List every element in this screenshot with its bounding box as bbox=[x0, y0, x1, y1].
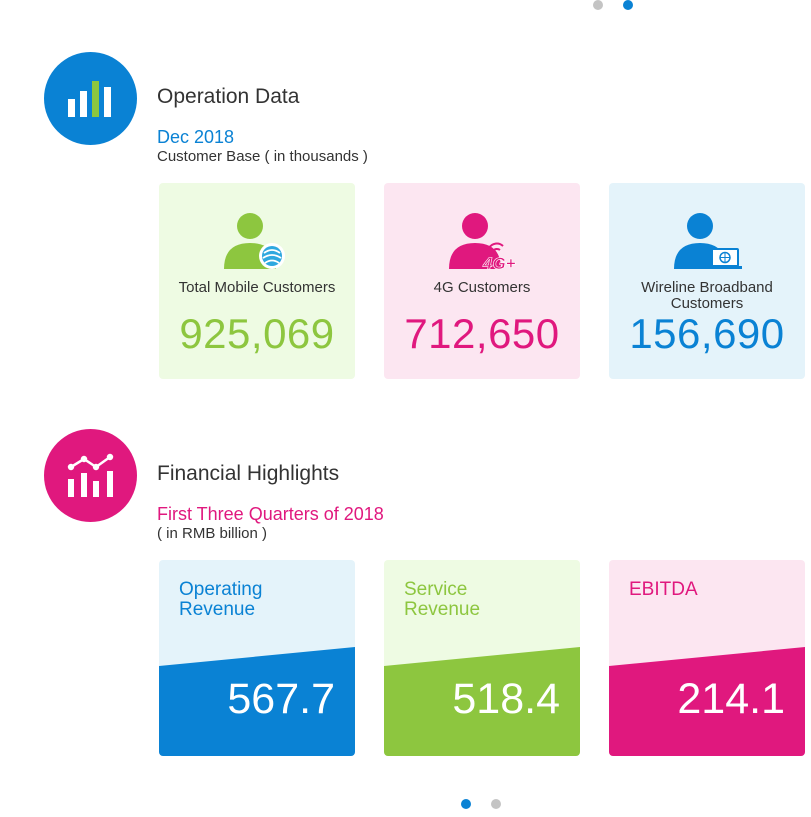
financial-unit: ( in RMB billion ) bbox=[157, 525, 268, 542]
value-band bbox=[159, 647, 355, 756]
card-value: 518.4 bbox=[452, 675, 560, 723]
financial-highlights-icon bbox=[44, 429, 137, 522]
operation-period: Dec 2018 bbox=[157, 127, 235, 147]
carousel-dot-top-2[interactable] bbox=[623, 0, 633, 10]
operation-data-icon bbox=[44, 52, 137, 145]
bar-chart-icon bbox=[67, 80, 111, 117]
card-value: 156,690 bbox=[629, 310, 785, 357]
financial-period: First Three Quarters of 2018 bbox=[157, 504, 384, 524]
service-revenue-card: Service Revenue 518.4 bbox=[384, 560, 580, 756]
card-label: EBITDA bbox=[629, 579, 698, 600]
card-label: 4G Customers bbox=[433, 279, 531, 296]
card-label: Total Mobile Customers bbox=[178, 279, 336, 296]
card-value: 567.7 bbox=[227, 675, 335, 723]
wireline-broadband-customers-card: Wireline Broadband Customers 156,690 bbox=[609, 183, 805, 379]
4g-customer-icon: 4G+ bbox=[449, 213, 516, 271]
total-mobile-customers-card: Total Mobile Customers 925,069 bbox=[159, 183, 355, 379]
card-label: Service Revenue bbox=[404, 579, 481, 620]
card-value: 925,069 bbox=[179, 310, 335, 357]
4g-customers-card: 4G+ 4G Customers 712,650 bbox=[384, 183, 580, 379]
mobile-customer-icon bbox=[224, 213, 285, 269]
4g-badge-text: 4G+ bbox=[482, 254, 516, 271]
value-band bbox=[609, 647, 805, 756]
card-value: 214.1 bbox=[677, 675, 785, 723]
broadband-customer-icon bbox=[674, 213, 742, 269]
operation-data-title: Operation Data bbox=[157, 85, 300, 108]
carousel-dot-bottom-1[interactable] bbox=[461, 799, 471, 809]
operation-unit: Customer Base ( in thousands ) bbox=[157, 148, 368, 165]
carousel-dot-bottom-2[interactable] bbox=[491, 799, 501, 809]
card-label: Wireline Broadband Customers bbox=[641, 279, 773, 312]
ebitda-card: EBITDA 214.1 bbox=[609, 560, 805, 756]
carousel-dot-top-1[interactable] bbox=[593, 0, 603, 10]
operating-revenue-card: Operating Revenue 567.7 bbox=[159, 560, 355, 756]
card-label: Operating Revenue bbox=[179, 579, 263, 620]
financial-highlights-title: Financial Highlights bbox=[157, 462, 340, 485]
value-band bbox=[384, 647, 580, 756]
trend-chart-icon bbox=[67, 453, 113, 497]
card-value: 712,650 bbox=[404, 310, 560, 357]
